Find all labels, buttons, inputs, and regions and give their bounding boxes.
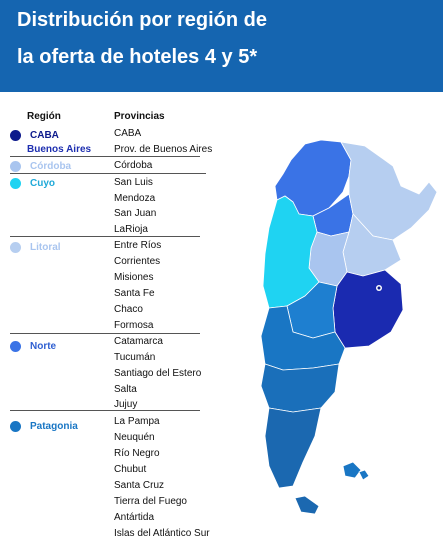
province-item: Entre Ríos xyxy=(114,240,162,251)
cordoba-swatch xyxy=(10,160,21,172)
divider-litoral xyxy=(10,333,200,334)
cordoba-label: Córdoba xyxy=(30,160,72,172)
region-column-header: Región xyxy=(27,111,61,122)
map-patagonia-south xyxy=(264,407,322,489)
divider-cordoba xyxy=(10,173,206,174)
caba-label: CABA xyxy=(30,129,59,141)
region-caba: CABA xyxy=(10,128,59,142)
province-item: Tierra del Fuego xyxy=(114,496,187,507)
region-litoral: Litoral xyxy=(10,240,61,254)
patagonia-label: Patagonia xyxy=(30,420,78,432)
province-item: Neuquén xyxy=(114,432,155,443)
province-item: Córdoba xyxy=(114,160,153,171)
title-banner: Distribución por región de la oferta de … xyxy=(0,0,443,92)
divider-cuyo xyxy=(10,236,200,237)
province-item: CABA xyxy=(114,128,142,139)
province-item: Prov. de Buenos Aires xyxy=(114,144,213,155)
province-item: Islas del Atlántico Sur xyxy=(114,528,210,539)
region-patagonia: Patagonia xyxy=(10,419,78,433)
map-buenos-aires xyxy=(332,269,404,349)
litoral-label: Litoral xyxy=(30,241,61,253)
cuyo-swatch xyxy=(10,177,21,189)
province-item: Mendoza xyxy=(114,193,156,204)
map-litoral-north xyxy=(340,141,438,241)
province-item: Formosa xyxy=(114,320,154,331)
province-item: La Pampa xyxy=(114,416,160,427)
map-tierra-del-fuego xyxy=(294,495,320,515)
province-item: Chubut xyxy=(114,464,147,475)
province-item: San Juan xyxy=(114,208,157,219)
litoral-swatch xyxy=(10,241,21,253)
caba-swatch xyxy=(10,129,21,141)
province-item: Santa Fe xyxy=(114,288,155,299)
province-item: Catamarca xyxy=(114,336,163,347)
province-item: Corrientes xyxy=(114,256,161,267)
province-item: Jujuy xyxy=(114,399,138,410)
region-cuyo: Cuyo xyxy=(10,176,55,190)
province-item: LaRioja xyxy=(114,224,148,235)
norte-swatch xyxy=(10,340,21,352)
divider-buenos-aires xyxy=(10,156,200,157)
map-patagonia-middle xyxy=(260,363,340,413)
title-line-2: la oferta de hoteles 4 y 5* xyxy=(17,46,258,68)
province-item: Santiago del Estero xyxy=(114,368,202,379)
region-cordoba: Córdoba xyxy=(10,159,71,173)
title-line-1: Distribución por región de xyxy=(17,9,268,31)
province-item: Santa Cruz xyxy=(114,480,165,491)
province-item: Chaco xyxy=(114,304,143,315)
divider-norte xyxy=(10,410,200,411)
province-item: Salta xyxy=(114,384,137,395)
map-patagonia-north xyxy=(260,305,346,371)
map-islas-atlantico xyxy=(342,461,362,479)
provinces-column-header: Provincias xyxy=(114,111,165,122)
province-item: Misiones xyxy=(114,272,154,283)
province-item: San Luis xyxy=(114,177,153,188)
argentina-region-map xyxy=(260,139,438,515)
region-norte: Norte xyxy=(10,339,56,353)
province-item: Antártida xyxy=(114,512,155,523)
map-cuyo xyxy=(262,195,320,309)
province-item: Tucumán xyxy=(114,352,156,363)
patagonia-swatch xyxy=(10,420,21,432)
map-islas-atlantico-2 xyxy=(358,469,370,481)
cuyo-label: Cuyo xyxy=(30,177,55,189)
province-item: Río Negro xyxy=(114,448,160,459)
norte-label: Norte xyxy=(30,340,57,352)
buenos-aires-label: Buenos Aires xyxy=(27,144,92,155)
